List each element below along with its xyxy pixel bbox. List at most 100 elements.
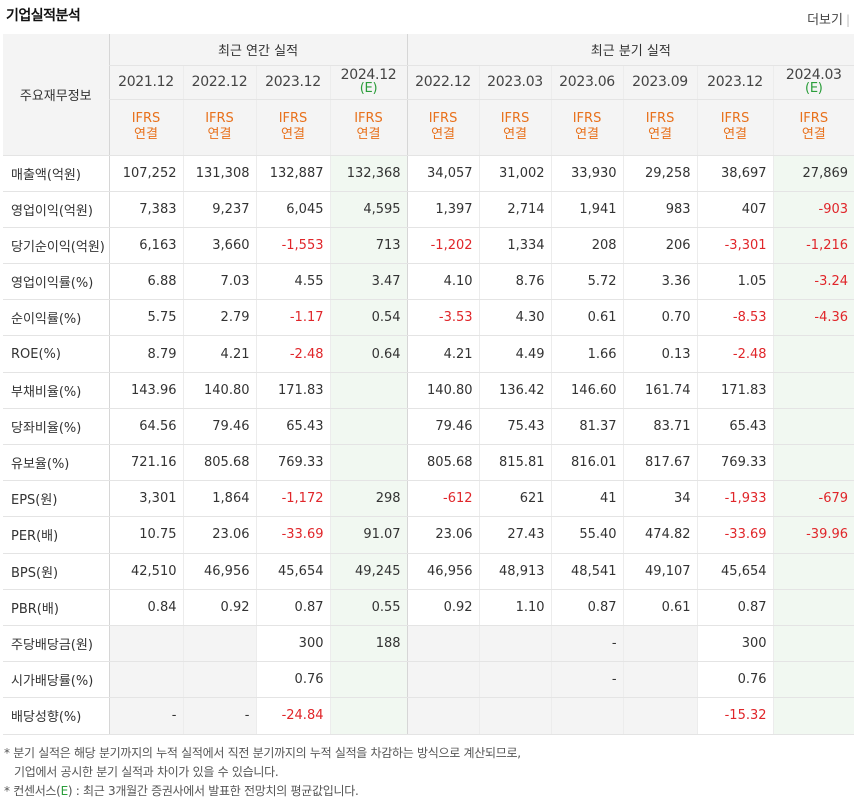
value-cell: 0.92 (406, 589, 480, 626)
footnote-2-e: E (60, 784, 69, 798)
table-row: 영업이익률(%) 6.88 7.03 4.55 3.47 4.10 8.76 5.72 3.36… (3, 263, 855, 301)
value-cell: -39.96 (772, 516, 855, 554)
value-cell (182, 624, 256, 663)
value-cell: 9,237 (182, 191, 256, 228)
value-cell: 107,252 (108, 154, 183, 192)
value-cell: 46,956 (406, 553, 480, 590)
consolidated-label: 연결 (723, 127, 747, 142)
value-cell: 621 (478, 480, 552, 518)
consolidated-label: 연결 (801, 127, 826, 142)
value-cell: 6,163 (108, 227, 183, 265)
value-cell (550, 697, 624, 735)
period-header: 2021.12 (108, 65, 183, 100)
value-cell: 42,510 (108, 553, 183, 590)
row-label: 영업이익률(%) (3, 263, 109, 301)
value-cell: 8.76 (478, 263, 552, 301)
ifrs-header: IFRS 연결 (182, 99, 256, 156)
value-cell: 3,660 (182, 227, 256, 265)
value-cell: 0.87 (255, 589, 330, 626)
table-row: 시가배당률(%) 0.76 - 0.76 (3, 661, 855, 699)
section-title: 기업실적분석 (6, 8, 81, 24)
value-cell: 64.56 (108, 408, 183, 446)
value-cell: 31,002 (478, 154, 552, 192)
value-cell (182, 661, 256, 699)
value-cell: -1,202 (406, 227, 480, 265)
value-cell: 0.54 (329, 299, 408, 337)
ifrs-header: IFRS 연결 (329, 99, 408, 156)
table-row: 당좌비율(%) 64.56 79.46 65.43 79.46 75.43 81.37 83.… (3, 408, 855, 446)
value-cell: 27,869 (772, 154, 855, 192)
consolidated-label: 연결 (431, 127, 455, 142)
value-cell (772, 444, 855, 482)
value-cell: 0.55 (329, 589, 408, 626)
value-cell: 0.92 (182, 589, 256, 626)
footnote-2: * 컨센서스(E) : 최근 3개월간 증권사에서 발표한 전망치의 평균값입니… (4, 782, 521, 801)
period-label: 2022.12 (415, 74, 471, 90)
value-cell: -2.48 (696, 335, 774, 373)
footnote-2-suffix: ) : 최근 3개월간 증권사에서 발표한 전망치의 평균값입니다. (67, 784, 359, 798)
value-cell: 188 (329, 624, 408, 663)
period-header: 2023.09 (622, 65, 698, 100)
value-cell: 1,334 (478, 227, 552, 265)
more-link[interactable]: 더보기 | (807, 9, 850, 28)
value-cell: -903 (772, 191, 855, 228)
period-label: 2023.06 (559, 74, 615, 90)
ifrs-label: IFRS (645, 111, 675, 126)
ifrs-header: IFRS 연결 (550, 99, 624, 156)
table-row: 부채비율(%) 143.96 140.80 171.83 140.80 136.42 146… (3, 371, 855, 409)
ifrs-label: IFRS (572, 111, 602, 126)
table-row: 순이익률(%) 5.75 2.79 -1.17 0.54 -3.53 4.30 0.61 0.7… (3, 299, 855, 337)
value-cell: 7,383 (108, 191, 183, 228)
value-cell: -3.24 (772, 263, 855, 301)
value-cell: -15.32 (696, 697, 774, 735)
row-label: 순이익률(%) (3, 299, 109, 337)
section-header: 기업실적분석 더보기 | (0, 0, 856, 32)
value-cell: -4.36 (772, 299, 855, 337)
row-label: BPS(원) (3, 553, 109, 590)
value-cell: 132,368 (329, 154, 408, 192)
table-row: EPS(원) 3,301 1,864 -1,172 298 -612 621 41 34 -1,9… (3, 480, 855, 518)
value-cell: 0.84 (108, 589, 183, 626)
value-cell: - (550, 624, 624, 663)
consolidated-label: 연결 (281, 127, 305, 142)
value-cell (329, 444, 408, 482)
value-cell: -1,172 (255, 480, 330, 518)
ifrs-header: IFRS 연결 (696, 99, 774, 156)
table-row: 배당성향(%) - - -24.84 -15.32 (3, 697, 855, 735)
value-cell: 4.55 (255, 263, 330, 301)
value-cell: 27.43 (478, 516, 552, 554)
group-annual-header: 최근 연간 실적 (108, 34, 408, 66)
table-row: 당기순이익(억원) 6,163 3,660 -1,553 713 -1,202 1,334 2… (3, 227, 855, 265)
footnote-1-cont: 기업에서 공시한 분기 실적과 차이가 있을 수 있습니다. (14, 765, 279, 779)
value-cell (622, 661, 698, 699)
consolidated-label: 연결 (648, 127, 672, 142)
table-row: BPS(원) 42,510 46,956 45,654 49,245 46,956 48,9… (3, 553, 855, 590)
value-cell: 769.33 (696, 444, 774, 482)
period-header: 2024.03 (E) (772, 65, 855, 100)
value-cell: -1,216 (772, 227, 855, 265)
value-cell: 3.36 (622, 263, 698, 301)
value-cell (772, 661, 855, 699)
value-cell: 136.42 (478, 371, 552, 409)
value-cell: 816.01 (550, 444, 624, 482)
table-row: ROE(%) 8.79 4.21 -2.48 0.64 4.21 4.49 1.66 0.13-… (3, 335, 855, 373)
value-cell: 206 (622, 227, 698, 265)
estimate-mark: (E) (805, 81, 823, 96)
value-cell: 721.16 (108, 444, 183, 482)
value-cell: 48,913 (478, 553, 552, 590)
period-header: 2023.12 (696, 65, 774, 100)
value-cell (772, 553, 855, 590)
chevron-right-icon: | (845, 13, 850, 27)
value-cell: 769.33 (255, 444, 330, 482)
value-cell: 140.80 (182, 371, 256, 409)
value-cell: 38,697 (696, 154, 774, 192)
value-cell: 6.88 (108, 263, 183, 301)
value-cell: 407 (696, 191, 774, 228)
estimate-mark: (E) (359, 81, 378, 96)
value-cell: 4.49 (478, 335, 552, 373)
row-label: 부채비율(%) (3, 371, 109, 409)
value-cell (329, 661, 408, 699)
row-label: PBR(배) (3, 589, 109, 626)
value-cell: 45,654 (255, 553, 330, 590)
value-cell: 48,541 (550, 553, 624, 590)
